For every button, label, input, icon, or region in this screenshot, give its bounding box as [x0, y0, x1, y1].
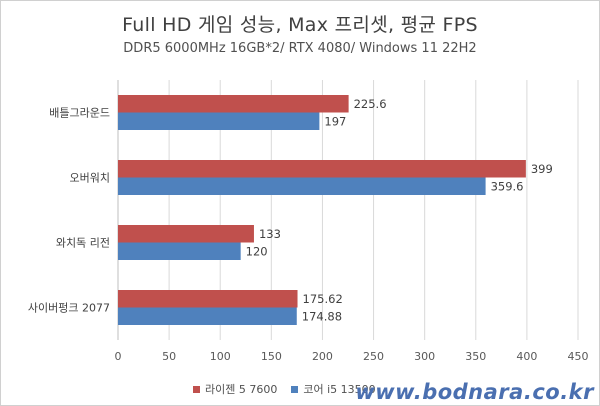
x-tick-200: 200 — [312, 350, 333, 363]
data-labels: 225.6 197 399 359.6 133 120 175.62 174.88 — [246, 97, 553, 324]
legend: 라이젠 5 7600 코어 i5 13500 — [193, 381, 376, 397]
category-label-2: 와치독 리전 — [56, 237, 110, 250]
x-tick-50: 50 — [162, 350, 176, 363]
bar-1-0 — [118, 112, 320, 130]
legend-swatch-core — [291, 385, 299, 393]
data-label-0-2: 133 — [259, 227, 281, 241]
data-label-1-0: 197 — [324, 114, 346, 128]
legend-item-ryzen: 라이젠 5 7600 — [193, 381, 277, 397]
x-tick-350: 350 — [465, 350, 486, 363]
legend-label-ryzen: 라이젠 5 7600 — [205, 383, 278, 396]
chart-title: Full HD 게임 성능, Max 프리셋, 평균 FPS — [122, 14, 478, 36]
category-label-3: 사이버펑크 2077 — [28, 302, 110, 315]
category-label-1: 오버워치 — [70, 172, 110, 185]
data-label-0-3: 175.62 — [303, 292, 343, 306]
watermark: www.bodnara.co.kr — [355, 380, 594, 404]
data-label-1-2: 120 — [246, 244, 268, 258]
legend-item-core: 코어 i5 13500 — [291, 381, 376, 397]
x-tick-450: 450 — [568, 350, 589, 363]
bar-1-3 — [118, 307, 297, 325]
legend-swatch-ryzen — [193, 385, 200, 393]
data-label-1-3: 174.88 — [302, 309, 342, 323]
bar-0-0 — [118, 95, 349, 113]
data-label-0-0: 225.6 — [354, 97, 387, 111]
x-tick-250: 250 — [363, 350, 384, 363]
x-tick-100: 100 — [210, 350, 231, 363]
data-label-0-1: 399 — [531, 162, 553, 176]
x-tick-labels: 0 50 100 150 200 250 300 350 400 450 — [115, 350, 589, 363]
x-tick-0: 0 — [115, 350, 122, 363]
x-tick-300: 300 — [414, 350, 435, 363]
x-tick-150: 150 — [261, 350, 282, 363]
bar-0-3 — [118, 290, 298, 308]
data-label-1-1: 359.6 — [491, 179, 524, 193]
x-tick-400: 400 — [516, 350, 537, 363]
bar-0-1 — [118, 160, 526, 178]
bars — [118, 95, 526, 325]
category-label-0: 배틀그라운드 — [49, 107, 110, 120]
bar-1-2 — [118, 242, 241, 260]
bar-0-2 — [118, 225, 254, 243]
bar-1-1 — [118, 177, 486, 195]
chart-subtitle: DDR5 6000MHz 16GB*2/ RTX 4080/ Windows 1… — [123, 41, 477, 56]
legend-label-core: 코어 i5 13500 — [303, 383, 376, 396]
